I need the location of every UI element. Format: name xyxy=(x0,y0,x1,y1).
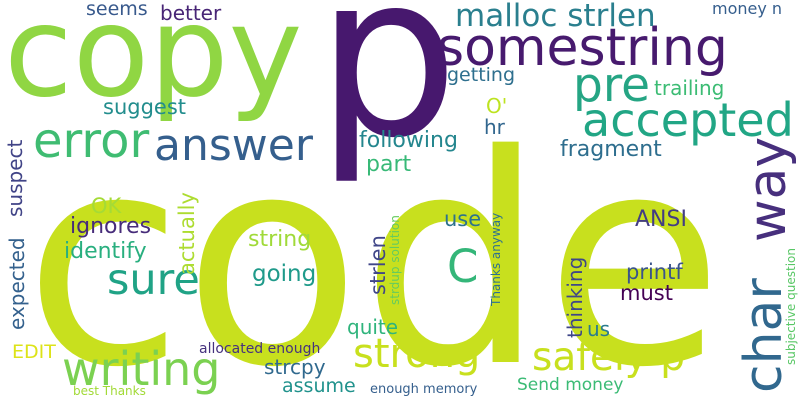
word-o-apostrophe: O' xyxy=(486,94,508,118)
word-edit: EDIT xyxy=(12,341,56,363)
word-writing: writing xyxy=(62,342,221,396)
word-seems: seems xyxy=(86,0,148,20)
word-code: code xyxy=(24,94,724,400)
word-thanks-anyway: Thanks anyway xyxy=(489,212,503,306)
word-hr: hr xyxy=(484,115,505,139)
word-actually: actually xyxy=(175,192,199,275)
word-expected: expected xyxy=(5,237,29,330)
word-suggest: suggest xyxy=(103,95,187,119)
word-somestring: somestring xyxy=(437,18,728,78)
word-going: going xyxy=(252,261,317,287)
word-trailing: trailing xyxy=(654,76,725,100)
word-following: following xyxy=(359,128,458,153)
word-must: must xyxy=(620,281,673,305)
word-malloc-strlen: malloc strlen xyxy=(455,0,656,34)
word-getting: getting xyxy=(447,64,516,86)
word-quite: quite xyxy=(347,315,399,339)
word-better: better xyxy=(160,1,222,25)
word-money-n: money n xyxy=(712,0,783,18)
word-strdup-solution: strdup solution xyxy=(388,215,402,305)
word-strong: strong xyxy=(353,331,481,377)
word-assume: assume xyxy=(282,375,356,397)
word-enough-memory: enough memory xyxy=(370,382,478,397)
word-suspect: suspect xyxy=(3,139,27,217)
word-best-thanks: best Thanks xyxy=(73,384,146,398)
word-error: error xyxy=(33,113,150,169)
word-accepted: accepted xyxy=(582,93,794,147)
word-printf: printf xyxy=(626,260,683,284)
word-way: way xyxy=(738,136,798,242)
word-fragment: fragment xyxy=(560,137,662,162)
word-subjective-question: subjective question xyxy=(784,248,798,365)
word-part: part xyxy=(366,152,412,177)
word-answer: answer xyxy=(154,120,313,171)
word-sure: sure xyxy=(107,255,200,305)
word-use: use xyxy=(444,207,482,231)
word-us: us xyxy=(587,317,611,341)
word-send-money: Send money xyxy=(517,375,624,395)
word-identify: identify xyxy=(64,239,147,264)
word-thinking: thinking xyxy=(563,256,587,338)
word-strcpy: strcpy xyxy=(264,355,326,379)
word-safely-p: safely p xyxy=(532,335,686,380)
word-ansi: ANSI xyxy=(635,207,687,232)
word-copy: copy xyxy=(4,0,303,125)
word-strlen: strlen xyxy=(366,235,390,295)
word-allocated-enough: allocated enough xyxy=(199,341,321,357)
word-ignores: ignores xyxy=(70,214,152,239)
word-char: char xyxy=(734,278,794,393)
word-string: string xyxy=(248,227,312,252)
word-pre: pre xyxy=(573,58,651,113)
word-p: p xyxy=(316,0,459,188)
word-ok: OK xyxy=(91,194,122,218)
word-c: C xyxy=(447,240,479,293)
